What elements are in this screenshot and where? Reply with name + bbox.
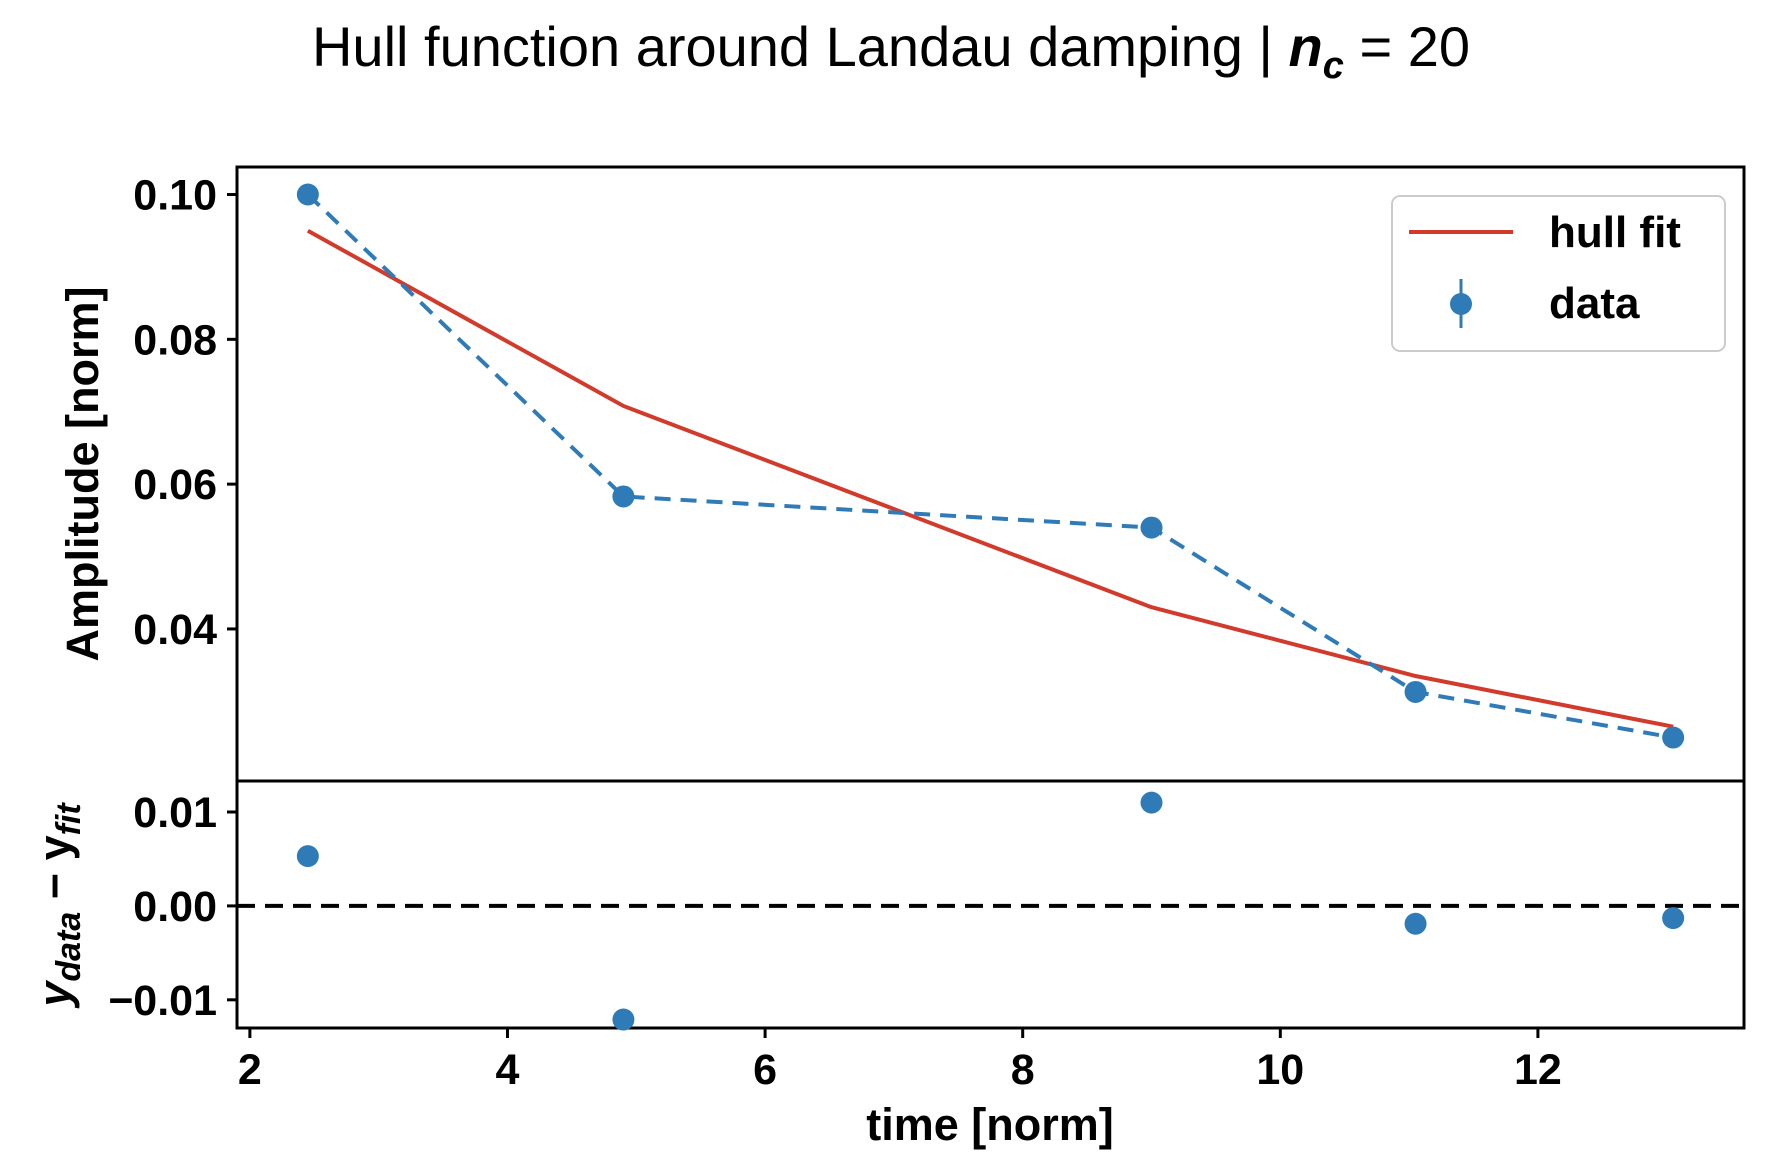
x-tick-label-1: 4 — [496, 1046, 520, 1094]
bottom-panel-frame — [235, 779, 1746, 1030]
data-point-1 — [612, 485, 635, 508]
legend-data-marker — [1450, 293, 1472, 315]
residual-point-4 — [1662, 907, 1685, 930]
top-y-tick-label-3: 0.10 — [133, 172, 217, 220]
residual-point-1 — [612, 1008, 635, 1031]
legend-fit-label: hull fit — [1549, 208, 1681, 257]
top-y-axis-label: Amplitude [norm] — [57, 287, 108, 662]
x-tick-label-4: 10 — [1256, 1046, 1304, 1094]
data-point-4 — [1662, 726, 1685, 749]
legend: hull fit data — [1391, 195, 1726, 352]
x-tick-label-5: 12 — [1514, 1046, 1562, 1094]
data-point-0 — [296, 183, 319, 206]
top-y-axis: 0.04 0.06 0.08 0.10 — [133, 172, 237, 654]
residual-point-0 — [296, 845, 319, 868]
bottom-y-axis: −0.01 0.00 0.01 — [108, 789, 237, 1025]
x-tick-label-3: 8 — [1011, 1046, 1035, 1094]
top-y-tick-label-0: 0.04 — [133, 606, 217, 654]
chart-title-suffix: = 20 — [1344, 15, 1470, 78]
bottom-y-label-main: y — [29, 980, 80, 1009]
top-y-tick-label-1: 0.06 — [133, 461, 217, 509]
bottom-y-label-sub1: data — [50, 912, 88, 982]
chart-title-var-sub: c — [1323, 45, 1344, 87]
bottom-y-tick-label-0: −0.01 — [108, 977, 217, 1025]
chart-title: Hull function around Landau damping | nc… — [312, 15, 1470, 87]
bottom-y-tick-label-2: 0.01 — [133, 789, 217, 837]
residual-point-2 — [1140, 791, 1163, 814]
x-tick-label-2: 6 — [753, 1046, 777, 1094]
chart-title-prefix: Hull function around Landau damping | — [312, 15, 1289, 78]
bottom-plot-area — [237, 791, 1744, 1031]
residual-point-3 — [1404, 912, 1427, 935]
chart-title-var: n — [1289, 15, 1323, 78]
top-plot-area — [296, 183, 1685, 749]
bottom-y-label-mid: − y — [29, 835, 80, 911]
top-y-tick-label-2: 0.08 — [133, 316, 217, 364]
bottom-y-tick-label-1: 0.00 — [133, 883, 217, 931]
data-point-2 — [1140, 516, 1163, 539]
x-axis-label: time [norm] — [866, 1099, 1114, 1150]
bottom-y-label-sub2: fit — [50, 802, 88, 836]
legend-data-label: data — [1549, 279, 1640, 328]
data-point-3 — [1404, 680, 1427, 703]
hull-fit-line — [306, 228, 1674, 729]
x-axis: 2 4 6 8 10 12 — [238, 1028, 1562, 1094]
x-tick-label-0: 2 — [238, 1046, 262, 1094]
legend-box — [1391, 195, 1726, 352]
bottom-y-axis-label: ydata − yfit — [29, 802, 88, 1009]
